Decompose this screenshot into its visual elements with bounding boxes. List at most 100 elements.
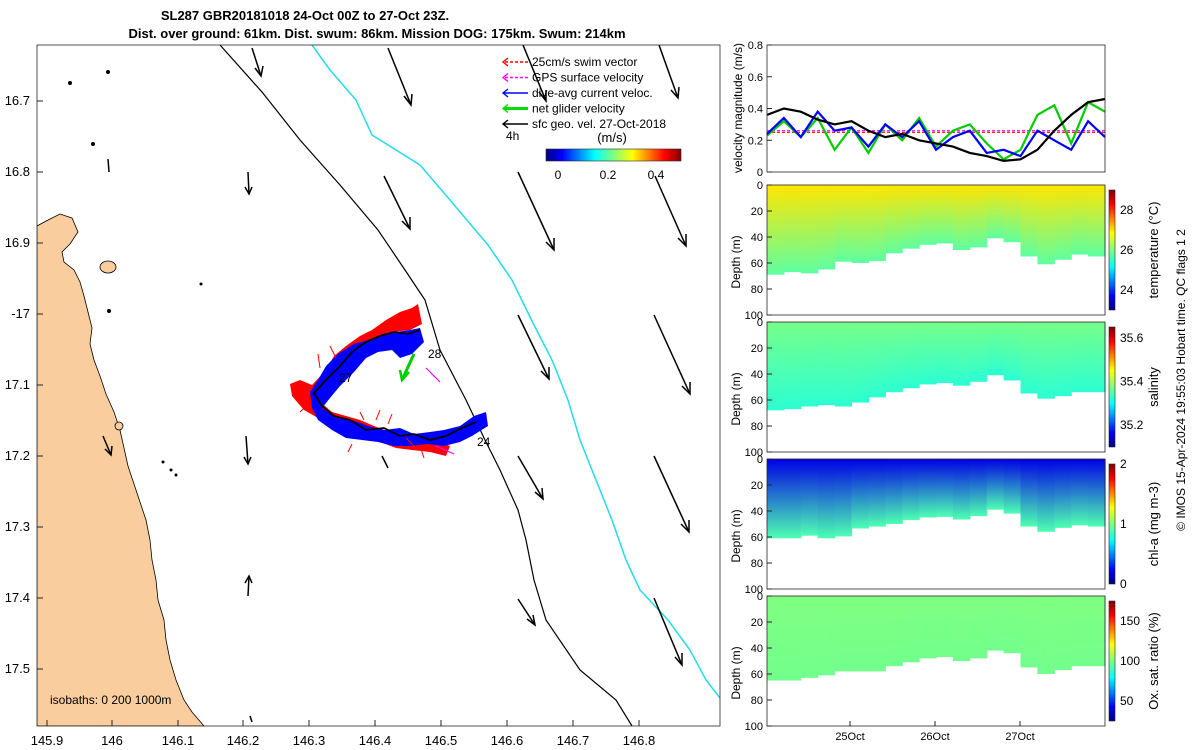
section-column [817, 322, 836, 406]
section-column [817, 596, 836, 676]
section-column [902, 322, 920, 389]
section-y-tick: 20 [751, 617, 763, 629]
section-y-tick: 20 [751, 343, 763, 355]
section-y-tick: 20 [751, 480, 763, 492]
section-column [868, 185, 886, 262]
section-column [936, 185, 954, 244]
section-column [1054, 322, 1072, 397]
section-column [1054, 185, 1072, 260]
track-label: 27 [339, 371, 353, 385]
section-column [783, 459, 802, 539]
section-column [800, 596, 819, 678]
section-column [851, 459, 869, 529]
section-column [800, 459, 819, 536]
section-x-tick: 27Oct [1005, 731, 1034, 743]
section-column [783, 596, 802, 681]
section-column [952, 185, 971, 250]
section-column [936, 322, 954, 384]
reef-dot [68, 81, 72, 85]
section-colorbar [1108, 326, 1116, 448]
section-column [851, 596, 869, 672]
section-x-tick: 25Oct [835, 731, 864, 743]
map-x-ticks: 145.9 146 146.1 146.2 146.3 146.4 146.5 146.6 14… [31, 720, 655, 748]
section-column [1020, 322, 1038, 394]
section-y-tick: 60 [751, 669, 763, 681]
colorbar-tick: 100 [1120, 654, 1140, 668]
reef-dot [107, 309, 111, 313]
reef-dot [199, 282, 203, 286]
section-column [919, 185, 937, 245]
section-column [834, 596, 853, 672]
section-ylabel: Depth (m) [729, 372, 743, 425]
gps-velocity-arrow [425, 367, 441, 383]
section-column [936, 459, 954, 517]
section-column [919, 596, 937, 659]
section-column [1054, 596, 1072, 671]
section-y-tick: 100 [745, 447, 763, 459]
colorbar-tick: 0.2 [600, 168, 617, 182]
section-column [800, 185, 819, 274]
colorbar-tick: 35.2 [1120, 418, 1144, 432]
section-y-tick: 40 [751, 643, 763, 655]
section-column [767, 459, 785, 539]
section-column [868, 596, 886, 672]
colorbar-label: salinity [1146, 367, 1161, 407]
section-ylabel: Depth (m) [729, 235, 743, 288]
section-column [986, 459, 1005, 510]
island [99, 260, 117, 274]
current-band [310, 328, 488, 446]
section-column [1037, 459, 1055, 532]
colorbar-tick: 28 [1120, 203, 1134, 217]
section-ylabel: Depth (m) [729, 646, 743, 699]
colorbar-tick: 35.6 [1120, 331, 1144, 345]
section-column [902, 459, 920, 521]
section-column [986, 596, 1005, 651]
section-column [885, 596, 903, 667]
colorbar-label: temperature (°C) [1146, 202, 1161, 299]
section-y-tick: 0 [757, 454, 763, 466]
legend-entry-label: dive-avg current veloc. [532, 86, 653, 100]
section-column [851, 322, 869, 403]
map-x-tick-label: 146.7 [557, 733, 590, 748]
colorbar-tick: 2 [1120, 457, 1127, 471]
map-y-tick-label: 16.9 [5, 235, 30, 250]
track-label: 28 [428, 347, 442, 361]
colorbar-tick: 0 [1120, 577, 1127, 591]
section-column [969, 322, 988, 382]
net-velocity-arrow [400, 353, 416, 381]
section-column [1020, 596, 1038, 668]
section-column [851, 185, 869, 263]
section-colorbar [1108, 189, 1116, 311]
map-y-tick-label: 17.2 [5, 448, 30, 463]
velocity-y-tick: 0 [757, 167, 763, 179]
velocity-y-tick: 0.6 [748, 72, 763, 84]
velocity-y-tick: 0.4 [748, 104, 763, 116]
section-column [834, 459, 853, 537]
section-y-tick: 40 [751, 369, 763, 381]
section-column [817, 185, 836, 270]
colorbar-unit: (m/s) [597, 130, 627, 145]
section-column [1003, 185, 1022, 243]
section-column [986, 185, 1005, 239]
colorbar-tick: 24 [1120, 283, 1134, 297]
section-column [919, 322, 937, 385]
section-y-tick: 60 [751, 395, 763, 407]
section-column [767, 185, 785, 275]
section-column [868, 322, 886, 398]
colorbar-tick: 1 [1120, 517, 1127, 531]
section-column [969, 185, 988, 248]
map-x-tick-label: 146.2 [227, 733, 260, 748]
section-y-tick: 80 [751, 558, 763, 570]
section-y-tick: 60 [751, 258, 763, 270]
map-x-tick-label: 145.9 [31, 733, 64, 748]
section-column [834, 322, 853, 407]
velocity-y-tick: 0.8 [748, 40, 763, 52]
section-y-tick: 0 [757, 180, 763, 192]
section-column [952, 596, 971, 661]
section-column [767, 596, 785, 681]
isobaths-label: isobaths: 0 200 1000m [50, 693, 171, 707]
track-label: 24 [477, 435, 491, 449]
section-y-tick: 80 [751, 421, 763, 433]
